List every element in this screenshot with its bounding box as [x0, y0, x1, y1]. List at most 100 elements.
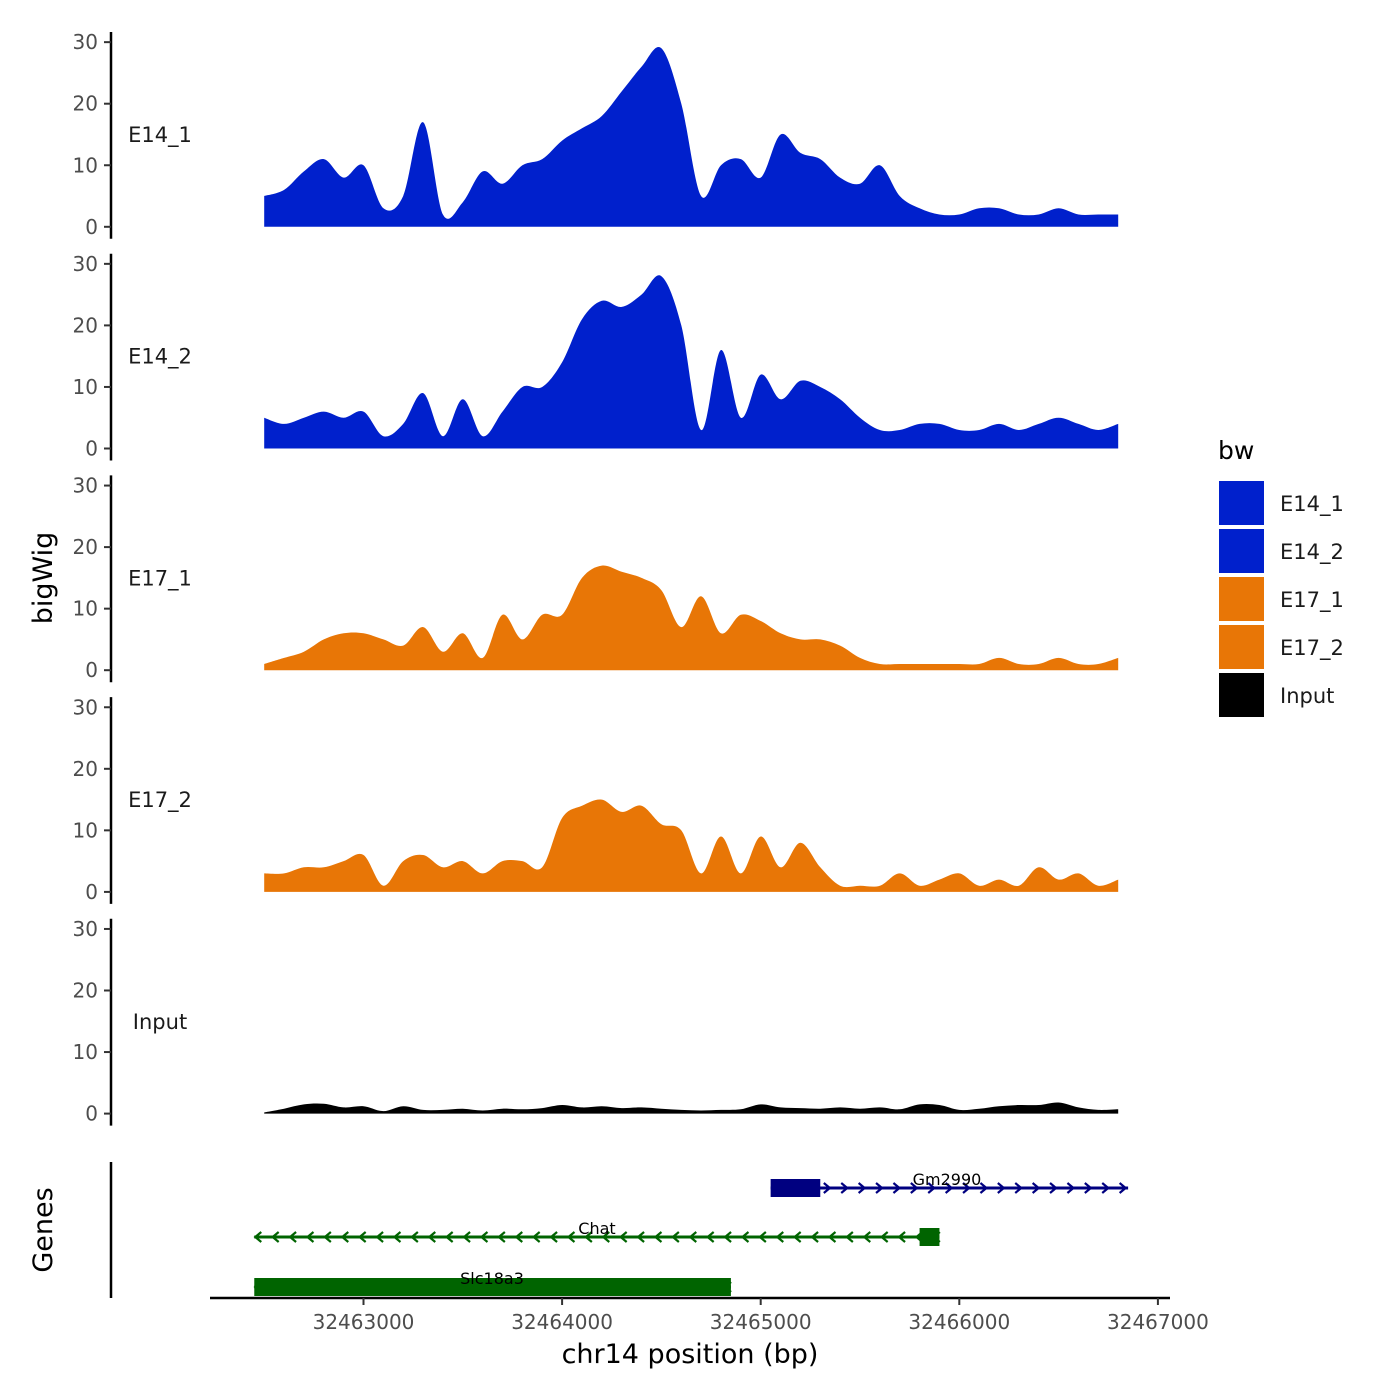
gene-Chat: Chat	[253, 1219, 941, 1246]
track-label: Input	[133, 1010, 187, 1034]
strand-arrow	[462, 1231, 471, 1243]
strand-arrow	[1101, 1182, 1110, 1194]
strand-arrow	[375, 1231, 384, 1243]
track-E14_1: 0 10 20 30 E14_1	[73, 30, 1119, 239]
gene-Gm2990: Gm2990	[770, 1170, 1129, 1197]
strand-arrow	[910, 1182, 919, 1194]
strand-arrow	[584, 1231, 593, 1243]
track-E17_2: 0 10 20 30 E17_2	[73, 695, 1119, 904]
y-tick-label: 20	[73, 757, 98, 781]
strand-arrow	[1031, 1182, 1041, 1194]
strand-arrow	[1014, 1182, 1023, 1194]
strand-arrow	[1049, 1182, 1058, 1194]
x-tick-label: 32463000	[313, 1310, 415, 1334]
strand-arrow	[775, 1231, 784, 1243]
signal-tracks: 0 10 20 30 E14_1 0 10 20 30 E14_2 0 10 20 30 E17_1 0 10 2…	[73, 30, 1119, 1126]
strand-arrow	[857, 1182, 867, 1194]
strand-arrow	[845, 1231, 854, 1243]
strand-arrow	[1118, 1182, 1128, 1194]
strand-arrow	[875, 1182, 884, 1194]
strand-arrow	[253, 1231, 262, 1243]
strand-arrow	[897, 1231, 906, 1243]
strand-arrow	[270, 1231, 280, 1243]
x-tick-label: 32464000	[511, 1310, 613, 1334]
strand-arrow	[288, 1231, 297, 1243]
x-tick-label: 32465000	[710, 1310, 812, 1334]
y-tick-label: 0	[85, 658, 98, 682]
signal-area-E14_1	[264, 47, 1119, 227]
track-E17_1: 0 10 20 30 E17_1	[73, 474, 1119, 683]
legend-label: E14_2	[1280, 540, 1344, 565]
y-tick-label: 10	[73, 375, 98, 399]
y-tick-label: 30	[73, 474, 98, 498]
strand-arrow	[979, 1182, 989, 1194]
strand-arrow	[497, 1231, 506, 1243]
strand-arrow	[305, 1231, 315, 1243]
strand-arrow	[792, 1231, 802, 1243]
legend-item-E17_1: E17_1	[1219, 577, 1344, 621]
y-tick-label: 20	[73, 979, 98, 1003]
legend-item-E17_2: E17_2	[1219, 625, 1344, 669]
legend-item-E14_2: E14_2	[1219, 529, 1344, 573]
exon	[770, 1179, 821, 1197]
exon	[919, 1228, 940, 1246]
strand-arrow	[340, 1231, 349, 1243]
strand-arrow	[758, 1231, 767, 1243]
strand-arrow	[827, 1231, 837, 1243]
signal-area-E17_2	[264, 799, 1119, 892]
strand-arrow	[740, 1231, 750, 1243]
strand-arrow	[1084, 1182, 1093, 1194]
x-tick-label: 32467000	[1107, 1310, 1209, 1334]
y-tick-label: 20	[73, 92, 98, 116]
legend-swatch	[1219, 529, 1264, 573]
strand-arrow	[323, 1231, 332, 1243]
strand-arrow	[444, 1231, 454, 1243]
legend-title: bw	[1218, 436, 1254, 465]
strand-arrow	[601, 1231, 610, 1243]
strand-arrow	[531, 1231, 541, 1243]
strand-arrow	[514, 1231, 523, 1243]
strand-arrow	[427, 1231, 436, 1243]
track-label: E17_2	[128, 788, 192, 813]
y-tick-label: 10	[73, 153, 98, 177]
strand-arrow	[479, 1231, 489, 1243]
track-label: E17_1	[128, 566, 192, 591]
y-tick-label: 10	[73, 818, 98, 842]
x-tick-label: 32466000	[908, 1310, 1010, 1334]
strand-arrow	[410, 1231, 419, 1243]
y-tick-label: 20	[73, 313, 98, 337]
signal-area-E17_1	[264, 565, 1119, 671]
y-tick-label: 0	[85, 880, 98, 904]
y-tick-label: 0	[85, 437, 98, 461]
strand-arrow	[636, 1231, 645, 1243]
x-axis: 32463000 32464000 32465000 32466000 32467000	[210, 1296, 1209, 1334]
signal-area-Input	[264, 1102, 1119, 1114]
strand-arrow	[549, 1231, 558, 1243]
y-tick-label: 10	[73, 597, 98, 621]
strand-arrow	[357, 1231, 367, 1243]
legend-item-Input: Input	[1219, 673, 1334, 717]
legend-label: E17_1	[1280, 588, 1344, 613]
strand-arrow	[810, 1231, 819, 1243]
y-tick-label: 10	[73, 1040, 98, 1064]
signal-area-E14_2	[264, 275, 1119, 449]
legend-label: E14_1	[1280, 492, 1344, 517]
track-label: E14_2	[128, 345, 192, 370]
strand-arrow	[823, 1182, 832, 1194]
gene-label: Chat	[578, 1219, 615, 1238]
legend-swatch	[1219, 625, 1264, 669]
legend-swatch	[1219, 481, 1264, 525]
strand-arrow	[618, 1231, 628, 1243]
legend-swatch	[1219, 577, 1264, 621]
track-Input: 0 10 20 30 Input	[73, 917, 1119, 1126]
strand-arrow	[892, 1182, 902, 1194]
track-label: E14_1	[128, 123, 192, 148]
strand-arrow	[962, 1182, 971, 1194]
legend-item-E14_1: E14_1	[1219, 481, 1344, 525]
strand-arrow	[840, 1182, 849, 1194]
y-tick-label: 0	[85, 215, 98, 239]
gene-Slc18a3: Slc18a3	[253, 1269, 732, 1296]
strand-arrow	[671, 1231, 680, 1243]
strand-arrow	[653, 1231, 663, 1243]
